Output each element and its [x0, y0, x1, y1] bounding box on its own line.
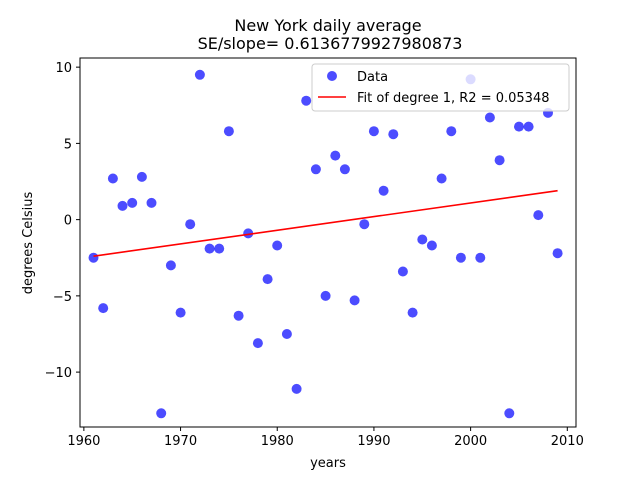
data-point [291, 383, 302, 394]
data-point [552, 248, 563, 259]
data-point [214, 243, 225, 254]
data-point [378, 185, 389, 196]
data-point [127, 197, 138, 208]
data-point [368, 126, 379, 137]
data-point [310, 164, 321, 175]
x-tick-label: 1980 [261, 434, 294, 449]
data-point [514, 121, 524, 132]
data-point [523, 121, 534, 132]
data-point [262, 274, 273, 285]
y-axis-label: degrees Celsius [21, 192, 36, 295]
plot-area [88, 69, 563, 419]
data-point [223, 126, 234, 137]
x-tick-label: 1990 [357, 434, 390, 449]
x-tick-label: 1970 [164, 434, 197, 449]
y-tick-label: 0 [64, 214, 72, 229]
data-point [359, 219, 370, 230]
data-point [533, 210, 544, 221]
data-point [349, 295, 360, 306]
data-point [165, 260, 176, 271]
data-point [446, 126, 457, 137]
chart-subtitle: SE/slope= 0.6136779927980873 [198, 34, 463, 53]
data-point [339, 164, 350, 175]
data-point [243, 228, 254, 239]
data-point [320, 290, 331, 301]
data-point [494, 155, 505, 166]
data-point [175, 307, 186, 318]
data-point [281, 329, 292, 339]
chart-title: New York daily average [234, 16, 421, 35]
data-point [156, 408, 167, 419]
data-point [146, 197, 157, 208]
data-point [117, 200, 128, 211]
plot-frame [79, 57, 577, 428]
y-tick-label: −5 [53, 290, 72, 305]
data-point [426, 240, 437, 251]
data-point [88, 252, 99, 263]
data-point [194, 69, 205, 80]
data-point [98, 303, 109, 314]
data-point [407, 307, 418, 318]
data-point [417, 234, 428, 245]
data-point [185, 219, 196, 230]
data-point [107, 173, 118, 184]
legend-marker-data [327, 71, 337, 81]
data-point [455, 252, 466, 263]
data-point [272, 240, 283, 251]
x-axis-label: years [310, 456, 346, 471]
data-point [330, 150, 341, 161]
data-point [475, 252, 486, 263]
x-tick-label: 1960 [67, 434, 100, 449]
y-tick-label: −10 [45, 366, 72, 381]
legend: Data Fit of degree 1, R2 = 0.05348 [311, 63, 570, 112]
data-point [484, 112, 495, 123]
data-point [252, 338, 263, 349]
data-point [436, 173, 447, 184]
y-tick-label: 10 [55, 61, 72, 76]
data-point [233, 310, 244, 321]
legend-box [311, 63, 570, 112]
data-point [301, 95, 312, 106]
data-point [504, 408, 515, 419]
x-tick-label: 2010 [551, 434, 584, 449]
data-point [388, 129, 399, 140]
y-tick-label: 5 [64, 137, 72, 152]
data-point [136, 171, 147, 182]
x-tick-label: 2000 [454, 434, 487, 449]
axis-ticks: 1960 1970 1980 1990 2000 2010 −10 −5 0 5 10 [45, 61, 584, 449]
legend-label-data: Data [357, 70, 388, 85]
data-point [397, 266, 408, 277]
fit-line [93, 189, 558, 257]
legend-label-fit: Fit of degree 1, R2 = 0.05348 [357, 91, 549, 106]
data-point [204, 243, 215, 254]
